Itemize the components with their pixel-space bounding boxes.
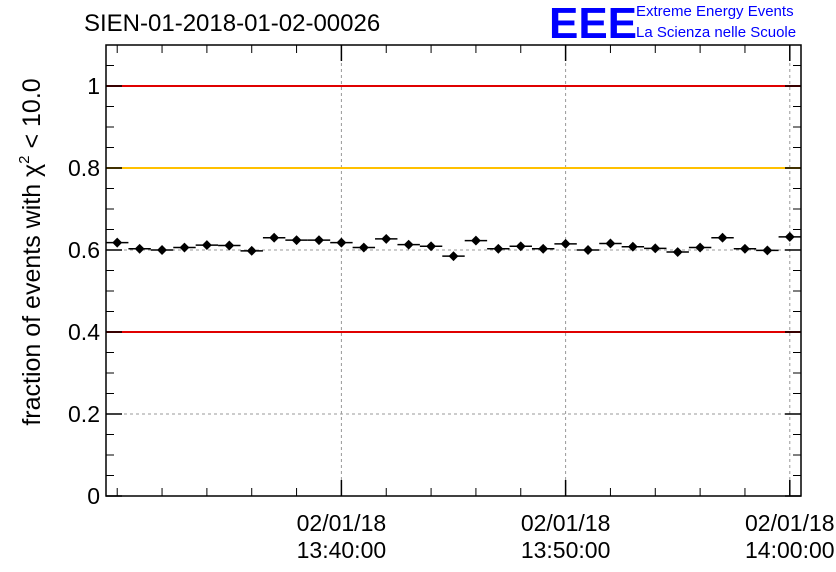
marker [336,237,347,248]
data-point [666,247,689,257]
marker [314,235,324,246]
marker [426,241,437,252]
data-point [285,235,308,246]
marker [291,235,302,246]
data-point [330,237,353,248]
marker [269,232,280,243]
data-point [262,232,286,243]
x-tick-label-date: 02/01/18 [297,510,387,536]
y-label-symbol: χ [18,164,46,177]
marker [515,241,526,252]
axes: 00.20.40.60.8102/01/1813:40:0002/01/1813… [68,44,835,563]
logo-line-1: Extreme Energy Events [636,3,794,20]
marker [246,245,257,256]
data-point [307,235,331,246]
y-tick-label: 0.2 [68,401,100,427]
x-tick-label-date: 02/01/18 [521,510,611,536]
data-point [531,243,555,254]
y-tick-label: 0.8 [68,155,100,181]
marker [470,235,481,246]
marker [201,240,212,251]
marker [762,245,773,256]
marker [448,251,459,262]
data-point [106,237,129,248]
data-point [397,239,420,250]
data-point [733,243,757,254]
reference-lines [106,85,801,333]
marker [157,245,167,255]
data-point [599,238,622,249]
data-point [621,241,645,252]
data-point [128,243,151,254]
data-point [644,243,667,254]
data-point [218,240,241,251]
y-tick-label: 0 [87,483,100,509]
y-tick-label: 1 [87,73,100,99]
data-point [352,242,376,253]
marker [627,241,638,252]
data-point [487,243,510,254]
data-point [173,242,196,253]
grid-layer [106,45,801,496]
marker [740,243,750,254]
y-axis-label: fraction of events with χ2 < 10.0 [16,78,46,425]
marker [112,237,123,248]
marker [717,232,728,243]
marker [560,238,571,249]
x-tick-label-time: 13:50:00 [521,537,611,563]
data-point [150,245,174,255]
marker [650,243,661,254]
marker [493,243,504,254]
data-point [442,251,465,262]
data-point [778,231,801,242]
data-point [375,233,398,244]
y-label-suffix: < 10.0 [18,78,46,155]
y-tick-label: 0.6 [68,237,100,263]
data-point [756,245,779,256]
chart-title: SIEN-01-2018-01-02-00026 [84,10,381,37]
marker [605,238,616,249]
logo-line-2: La Scienza nelle Scuole [636,24,797,41]
marker [695,242,706,253]
plot-frame [105,44,802,497]
marker [538,243,549,254]
data-point [554,238,577,249]
data-points [106,231,801,262]
eee-logo: EEE [549,0,637,44]
marker [358,242,369,253]
data-point [509,241,532,252]
data-point [419,241,443,252]
marker [179,242,190,253]
data-point [711,232,734,243]
data-point [240,245,263,256]
x-tick-label-time: 14:00:00 [745,537,835,563]
x-tick-label-date: 02/01/18 [745,510,835,536]
marker [381,233,392,244]
marker [224,240,235,251]
data-point [576,245,600,255]
y-tick-label: 0.4 [68,319,100,345]
y-label-prefix: fraction of events with [18,177,46,426]
eee-logo-letters: EEE [549,0,637,44]
data-point [464,235,488,246]
marker [784,231,795,242]
x-tick-label-time: 13:40:00 [297,537,387,563]
marker [672,247,683,257]
marker [403,239,414,250]
data-point [195,240,219,251]
data-point [688,242,712,253]
marker [583,245,593,255]
marker [134,243,145,254]
y-label-exponent: 2 [16,155,33,163]
